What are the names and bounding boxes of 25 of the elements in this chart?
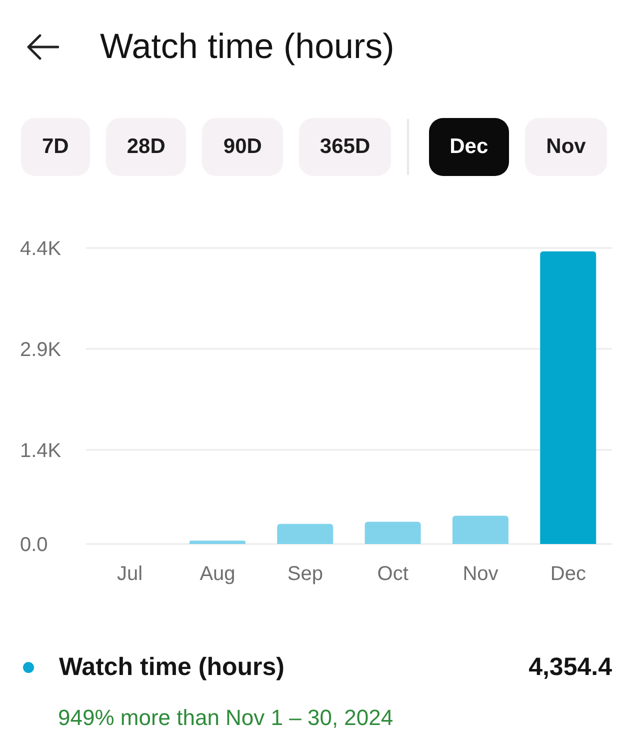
filter-chip: 7D: [21, 118, 90, 176]
legend-label: Watch time (hours): [59, 652, 284, 683]
filter-chip: 90D: [202, 118, 283, 176]
filter-chip: Nov: [525, 118, 607, 176]
bar: [189, 540, 246, 544]
y-tick-label: 1.4K: [20, 440, 62, 462]
bar: [452, 516, 508, 544]
bar: [277, 524, 334, 544]
text: 4,354.4: [528, 652, 612, 682]
bar: [540, 251, 596, 544]
filter-chip: 28D: [106, 118, 186, 176]
x-tick-label: Aug: [200, 563, 236, 586]
x-tick-label: Dec: [550, 563, 586, 586]
filter-chip: Dec: [428, 118, 510, 176]
x-tick-label: Oct: [377, 563, 409, 586]
chart-title: Watch time (hours): [100, 26, 394, 68]
x-tick-label: Jul: [117, 563, 143, 586]
y-tick-label: 2.9K: [20, 338, 62, 361]
filter-chip: 365D: [298, 118, 392, 176]
x-tick-label: Nov: [462, 563, 498, 586]
y-tick-label: 0.0: [20, 534, 48, 556]
bar: [364, 522, 421, 544]
y-tick-label: 4.4K: [20, 238, 62, 260]
x-tick-label: Sep: [287, 563, 323, 586]
text: 949% more than Nov 1 – 30, 2024: [58, 704, 394, 732]
